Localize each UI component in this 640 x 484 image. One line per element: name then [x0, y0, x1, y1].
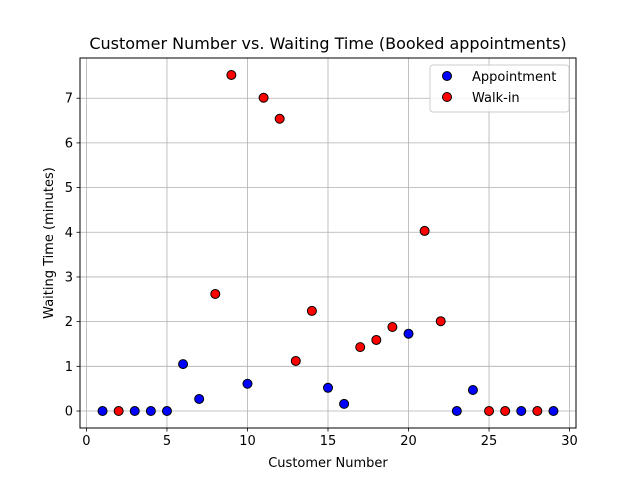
y-tick-label: 4: [65, 226, 73, 241]
data-points: [97, 69, 559, 417]
x-tick-label: 20: [400, 434, 417, 449]
data-point-appointment: [145, 406, 156, 417]
data-point-walk-in: [306, 305, 317, 316]
data-point-walk-in: [274, 113, 285, 124]
x-tick-label: 5: [163, 434, 171, 449]
y-tick-label: 7: [65, 92, 73, 107]
data-point-walk-in: [210, 288, 221, 299]
y-axis-ticks: 0 1 2 3 4 5 6 7: [65, 92, 80, 420]
x-tick-label: 10: [239, 434, 256, 449]
data-point-appointment: [467, 385, 478, 396]
data-point-appointment: [97, 406, 108, 417]
x-axis-ticks: 0 5 10 15 20 25 30: [82, 428, 578, 449]
data-point-walk-in: [435, 316, 446, 327]
data-point-appointment: [403, 328, 414, 339]
y-tick-label: 0: [65, 405, 73, 420]
legend-box: [429, 64, 570, 113]
y-tick-label: 2: [65, 315, 73, 330]
data-point-appointment: [516, 406, 527, 417]
data-point-walk-in: [419, 225, 430, 236]
x-tick-label: 25: [481, 434, 498, 449]
x-tick-label: 30: [561, 434, 578, 449]
legend-label-walk-in: Walk-in: [472, 91, 520, 106]
legend: Appointment Walk-in: [429, 64, 570, 113]
data-point-appointment: [161, 406, 172, 417]
data-point-appointment: [323, 382, 333, 393]
grid-lines: [80, 58, 576, 428]
data-point-walk-in: [371, 334, 382, 345]
data-point-walk-in: [355, 342, 366, 353]
data-point-appointment: [451, 406, 462, 417]
data-point-walk-in: [290, 355, 301, 366]
data-point-walk-in: [113, 406, 124, 417]
legend-marker-walk-in: [442, 92, 452, 102]
data-point-walk-in: [258, 92, 269, 103]
y-tick-label: 5: [65, 181, 73, 196]
x-tick-label: 15: [320, 434, 337, 449]
data-point-appointment: [339, 398, 350, 409]
data-point-appointment: [242, 378, 253, 389]
data-point-walk-in: [532, 406, 543, 417]
y-axis-label: Waiting Time (minutes): [42, 167, 57, 319]
x-tick-label: 0: [82, 434, 90, 449]
x-axis-label: Customer Number: [268, 456, 388, 471]
data-point-walk-in: [500, 406, 511, 417]
y-tick-label: 6: [65, 136, 73, 151]
legend-label-appointment: Appointment: [472, 70, 556, 85]
data-point-appointment: [129, 406, 140, 417]
data-point-appointment: [548, 406, 559, 417]
data-point-appointment: [194, 393, 205, 404]
data-point-walk-in: [484, 406, 495, 417]
chart-title: Customer Number vs. Waiting Time (Booked…: [89, 34, 566, 53]
data-point-walk-in: [226, 69, 237, 80]
y-tick-label: 3: [65, 270, 73, 285]
legend-marker-appointment: [442, 71, 452, 81]
data-point-walk-in: [387, 322, 398, 333]
data-point-appointment: [178, 359, 189, 370]
y-tick-label: 1: [65, 360, 73, 375]
